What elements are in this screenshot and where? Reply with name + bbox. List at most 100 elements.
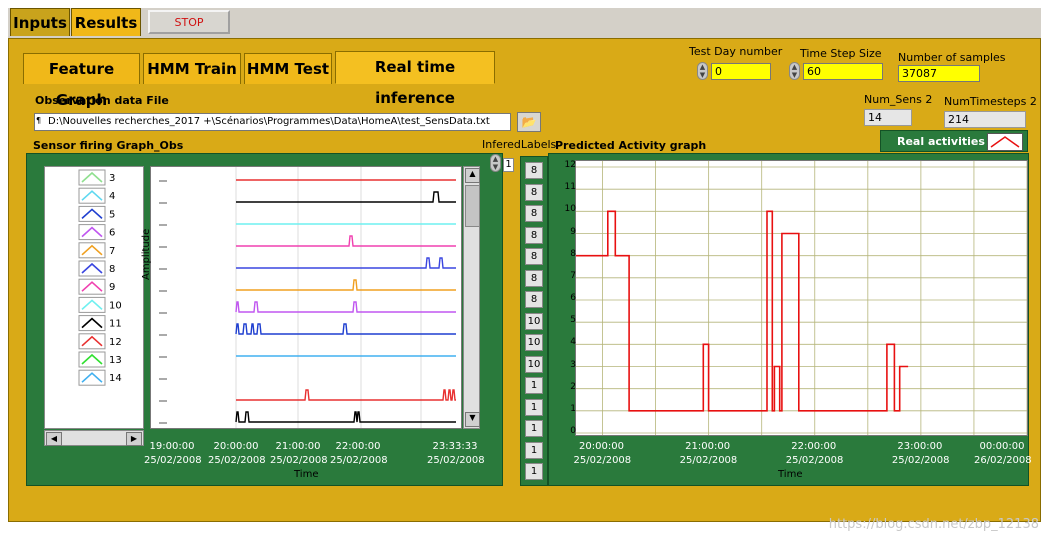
infered-label-item[interactable]: 1 <box>525 441 543 459</box>
samples-label: Number of samples <box>898 51 1006 64</box>
tab-hmm-train[interactable]: HMM Train <box>143 53 241 84</box>
tab-inputs[interactable]: Inputs <box>10 8 70 36</box>
infered-label-item[interactable]: 8 <box>525 248 543 265</box>
tab-results[interactable]: Results <box>71 8 141 36</box>
activity-legend-swatch <box>987 133 1023 151</box>
time-step-spinner[interactable]: ▲ ▼ <box>789 62 800 80</box>
legend-swatch-8 <box>78 260 106 277</box>
sensor-plot-svg <box>159 167 456 428</box>
activity-ytick-label: 6 <box>570 293 576 303</box>
activity-ytick-label: 7 <box>570 270 576 281</box>
sensor-trace-4 <box>236 257 456 269</box>
num-sens-label: Num_Sens 2 <box>864 93 933 106</box>
legend-line-6 <box>81 226 103 238</box>
infered-label-item[interactable]: 1 <box>525 377 543 394</box>
sensor-xtick-time: 22:00:00 <box>335 441 381 452</box>
infered-label-item[interactable]: 10 <box>525 312 543 330</box>
activity-xlabel: Time <box>778 469 803 480</box>
infered-index-spinner[interactable]: ▲ ▼ <box>490 154 501 172</box>
sensor-trace-9 <box>236 389 456 401</box>
test-day-spinner[interactable]: ▲ ▼ <box>697 62 708 80</box>
sensor-xtick-time: 19:00:00 <box>149 441 195 452</box>
infered-label-item[interactable]: 8 <box>525 183 543 201</box>
sensor-xtick-date: 25/02/2008 <box>427 455 485 466</box>
infered-label-item[interactable]: 10 <box>525 334 543 351</box>
legend-label-10: 10 <box>109 300 122 311</box>
legend-swatch-11 <box>78 315 106 332</box>
infered-label-item[interactable]: 1 <box>525 398 543 416</box>
time-step-field[interactable]: 60 <box>803 63 883 80</box>
activity-xtick-time: 23:00:00 <box>897 441 943 452</box>
infered-label-item[interactable]: 8 <box>525 162 543 179</box>
sensor-trace-6 <box>235 301 456 313</box>
activity-xtick-time: 22:00:00 <box>791 441 837 452</box>
infered-label-item[interactable]: 8 <box>525 269 543 287</box>
activity-xtick-date: 25/02/2008 <box>891 455 950 466</box>
legend-label-3: 3 <box>109 173 115 184</box>
legend-line-11 <box>81 317 103 329</box>
legend-label-12: 12 <box>109 337 122 348</box>
tab-hmm-test[interactable]: HMM Test <box>244 53 332 84</box>
observation-path-field[interactable]: D:\Nouvelles recherches_2017 +\Scénarios… <box>34 113 511 131</box>
sensor-xtick-date: 25/02/2008 <box>330 455 388 466</box>
test-day-label: Test Day number <box>689 45 783 58</box>
activity-graph-title: Predicted Activity graph <box>555 139 707 152</box>
sensor-legend: 3 4 5 6 7 8 9 10 11 12 13 14 <box>44 166 144 429</box>
infered-label-item[interactable]: 10 <box>525 355 543 373</box>
infered-label-item[interactable]: 8 <box>525 226 543 244</box>
watermark: https://blog.csdn.net/zbp_12138 <box>828 517 1039 532</box>
infered-label-item[interactable]: 8 <box>525 205 543 222</box>
path-prefix-icon: ¶ <box>36 116 42 125</box>
sensor-xtick-time: 21:00:00 <box>275 441 321 452</box>
activity-legend-label: Real activities <box>897 135 985 148</box>
infered-label-item[interactable]: 1 <box>525 420 543 437</box>
activity-ytick-label: 10 <box>564 204 576 215</box>
legend-hscrollbar[interactable]: ◀ ▶ <box>44 430 144 446</box>
legend-swatch-6 <box>78 224 106 241</box>
sensor-trace-1 <box>236 191 456 203</box>
legend-line-7 <box>81 244 103 256</box>
activity-ytick-label: 5 <box>570 315 576 326</box>
tab-real-time-inference[interactable]: Real time inference <box>335 51 495 107</box>
activity-ytick-label: 8 <box>570 248 576 259</box>
test-day-field[interactable]: 0 <box>711 63 771 80</box>
sensor-xtick-date: 25/02/2008 <box>208 455 266 466</box>
legend-label-8: 8 <box>109 264 115 275</box>
activity-ytick-label: 11 <box>564 182 576 193</box>
activity-ytick-label: 12 <box>564 160 576 170</box>
activity-series-line <box>576 210 909 412</box>
sensor-xtick-date: 25/02/2008 <box>270 455 328 466</box>
sensor-xtick-time: 23:33:33 <box>432 441 478 452</box>
legend-label-7: 7 <box>109 246 115 257</box>
activity-ytick-label: 3 <box>570 359 576 370</box>
time-step-label: Time Step Size <box>800 47 882 60</box>
legend-label-6: 6 <box>109 228 115 239</box>
legend-label-4: 4 <box>109 191 115 202</box>
infered-label-item[interactable]: 1 <box>525 463 543 480</box>
num-sens-field: 14 <box>864 109 912 126</box>
activity-xtick-time: 20:00:00 <box>579 441 624 452</box>
activity-ytick-label: 0 <box>570 426 576 436</box>
observation-label: Observation data File <box>35 94 169 107</box>
legend-line-8 <box>81 262 103 274</box>
sensor-vscrollbar[interactable]: ▲ ▼ <box>463 166 480 429</box>
sensor-legend-svg: 3 4 5 6 7 8 9 10 11 12 13 14 <box>78 169 122 386</box>
legend-line-5 <box>81 208 103 219</box>
tab-feature-graph[interactable]: Feature Graph <box>23 53 140 109</box>
legend-label-13: 13 <box>109 355 122 366</box>
legend-line-9 <box>81 281 103 292</box>
folder-browse-icon[interactable]: 📂 <box>517 112 541 132</box>
legend-swatch-14 <box>78 369 106 386</box>
activity-xtick-date: 25/02/2008 <box>785 455 844 466</box>
legend-line-4 <box>81 190 103 201</box>
infered-index-field[interactable]: 1 <box>503 158 514 172</box>
legend-line-3 <box>81 171 103 183</box>
sensor-xtick-time: 20:00:00 <box>213 441 259 452</box>
infered-label-item[interactable]: 8 <box>525 291 543 308</box>
sensor-trace-5 <box>236 279 456 291</box>
stop-button[interactable]: STOP <box>148 10 230 34</box>
sensor-xlabel: Time <box>294 469 319 480</box>
activity-plot-svg <box>576 161 1028 435</box>
infered-labels-label: InferedLabels <box>482 138 557 151</box>
legend-swatch-12 <box>78 333 106 350</box>
